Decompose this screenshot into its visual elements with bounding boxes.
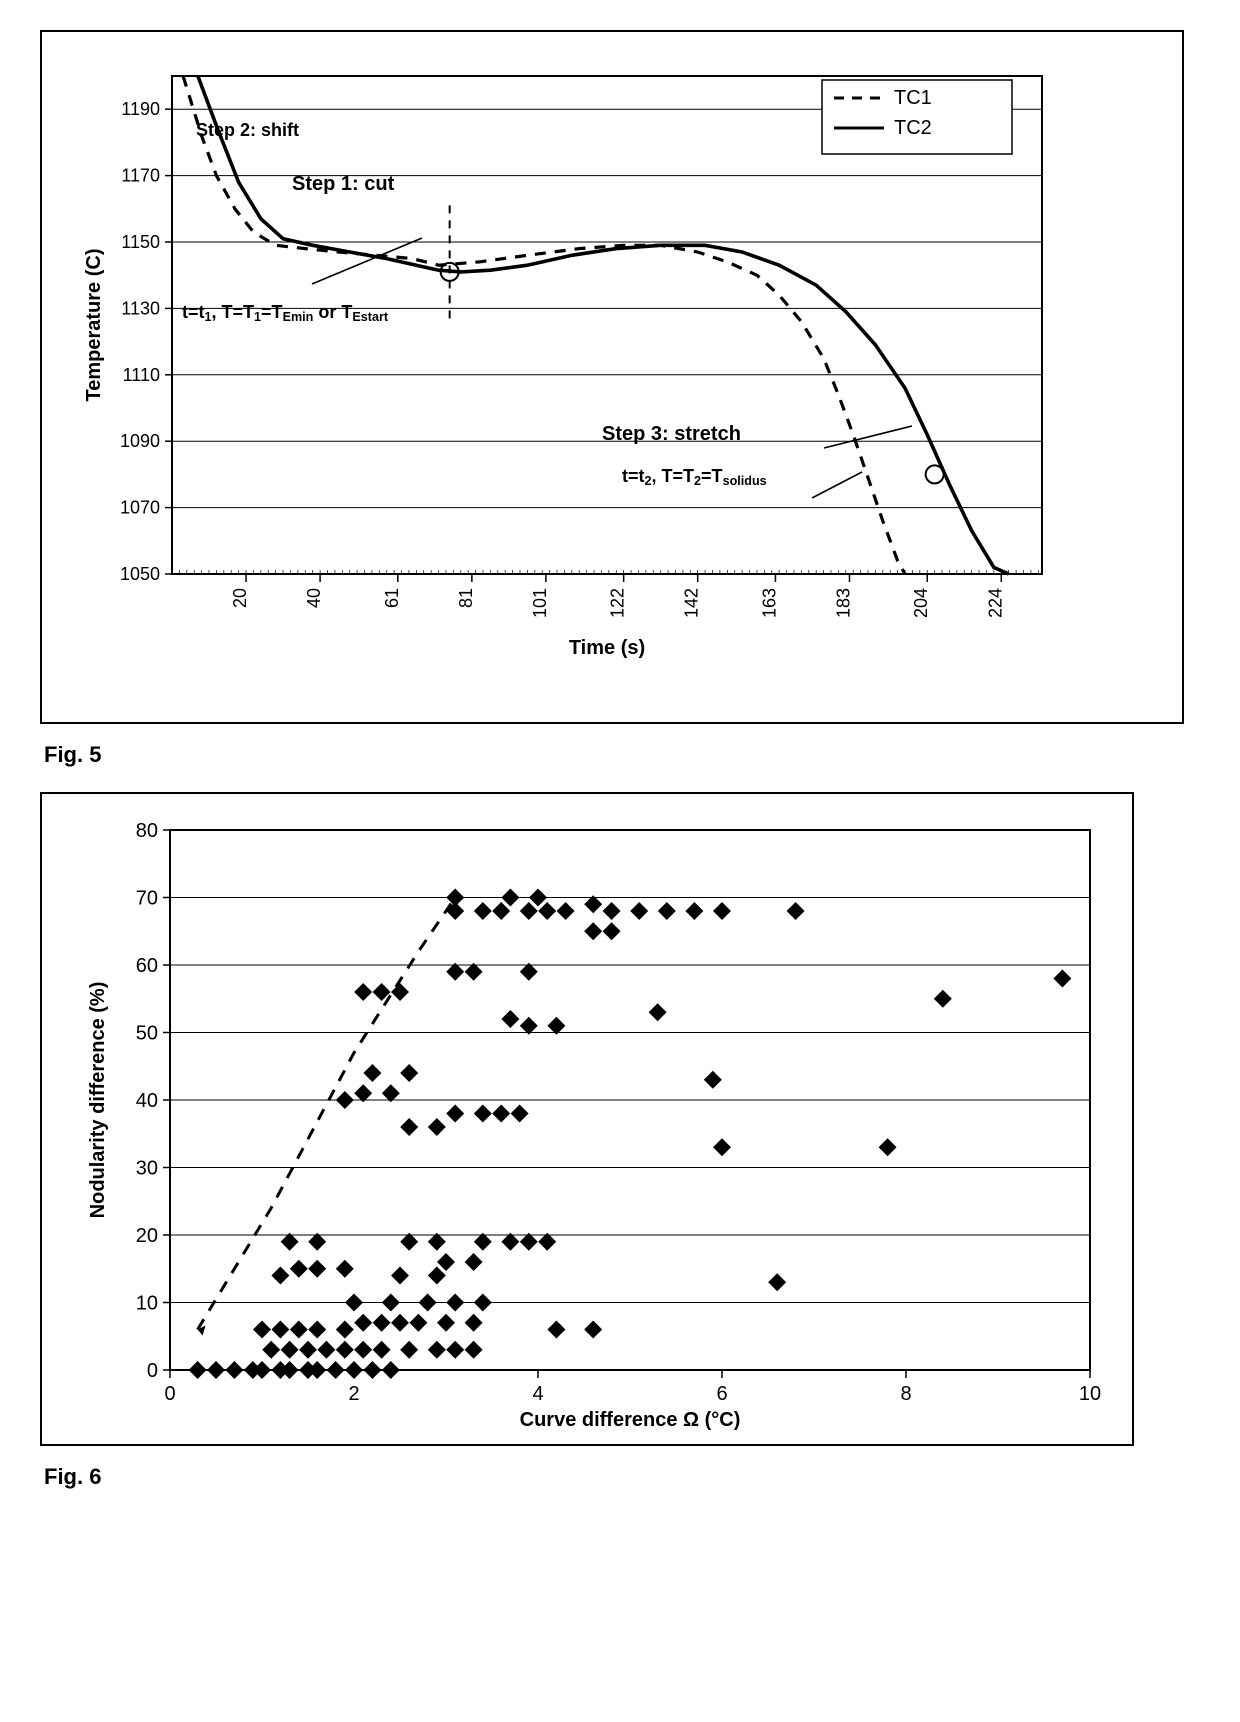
svg-text:1150: 1150 — [121, 232, 160, 252]
svg-text:Nodularity difference (%): Nodularity difference (%) — [87, 982, 109, 1219]
figure-5-caption: Fig. 5 — [44, 742, 1200, 768]
figure-6-caption: Fig. 6 — [44, 1464, 1200, 1490]
svg-text:1110: 1110 — [123, 365, 160, 385]
figure-5-frame: 1050 1070 1090 1110 1130 1150 1170 1190 20 40 61 81… — [40, 30, 1184, 724]
svg-text:2: 2 — [348, 1383, 359, 1405]
svg-text:40: 40 — [136, 1090, 158, 1112]
svg-text:Step 1: cut: Step 1: cut — [292, 173, 395, 195]
svg-text:0: 0 — [147, 1360, 158, 1382]
svg-text:70: 70 — [136, 888, 158, 910]
svg-text:60: 60 — [136, 955, 158, 977]
svg-text:Step 3: stretch: Step 3: stretch — [602, 423, 741, 445]
svg-text:1190: 1190 — [121, 99, 160, 119]
svg-text:20: 20 — [136, 1225, 158, 1247]
svg-text:81: 81 — [456, 588, 476, 608]
svg-text:8: 8 — [900, 1383, 911, 1405]
svg-text:101: 101 — [530, 588, 550, 618]
figure-6-frame: 0 10 20 30 40 50 60 70 80 0 2 4 6 8 10 Curve difference… — [40, 792, 1134, 1446]
figure-5-chart: 1050 1070 1090 1110 1130 1150 1170 1190 20 40 61 81… — [42, 32, 1182, 722]
step3-marker — [926, 465, 944, 483]
series-TC1 — [183, 76, 905, 574]
svg-text:224: 224 — [985, 588, 1005, 618]
svg-text:10: 10 — [1079, 1383, 1101, 1405]
figure-6-chart: 0 10 20 30 40 50 60 70 80 0 2 4 6 8 10 Curve difference… — [42, 794, 1132, 1444]
svg-text:Temperature (C): Temperature (C) — [83, 249, 105, 402]
svg-text:142: 142 — [682, 588, 702, 618]
svg-text:163: 163 — [759, 588, 779, 618]
svg-text:122: 122 — [608, 588, 628, 618]
page-container: 1050107010901110113011501170119020406181… — [0, 0, 1240, 1544]
svg-text:t=t1, T=T1=TEmin or TEstart: t=t1, T=T1=TEmin or TEstart — [182, 302, 389, 324]
svg-text:61: 61 — [382, 588, 402, 608]
svg-text:1090: 1090 — [120, 431, 160, 451]
svg-text:80: 80 — [136, 820, 158, 842]
svg-text:10: 10 — [136, 1293, 158, 1315]
svg-text:30: 30 — [136, 1158, 158, 1180]
svg-text:Curve difference Ω (°C): Curve difference Ω (°C) — [520, 1409, 741, 1431]
svg-text:TC2: TC2 — [894, 117, 932, 139]
svg-text:1070: 1070 — [120, 498, 160, 518]
svg-text:0: 0 — [164, 1383, 175, 1405]
svg-text:183: 183 — [833, 588, 853, 618]
svg-text:50: 50 — [136, 1023, 158, 1045]
svg-text:40: 40 — [304, 588, 324, 608]
svg-text:Time (s): Time (s) — [569, 637, 645, 659]
svg-text:1170: 1170 — [121, 166, 160, 186]
svg-text:Step 2: shift: Step 2: shift — [196, 120, 299, 140]
svg-text:4: 4 — [532, 1383, 543, 1405]
svg-text:1050: 1050 — [120, 564, 160, 584]
svg-text:204: 204 — [911, 588, 931, 618]
svg-text:1130: 1130 — [121, 298, 160, 318]
svg-text:TC1: TC1 — [894, 87, 932, 109]
svg-text:t=t2, T=T2=Tsolidus: t=t2, T=T2=Tsolidus — [622, 466, 767, 488]
svg-text:6: 6 — [716, 1383, 727, 1405]
svg-text:20: 20 — [230, 588, 250, 608]
